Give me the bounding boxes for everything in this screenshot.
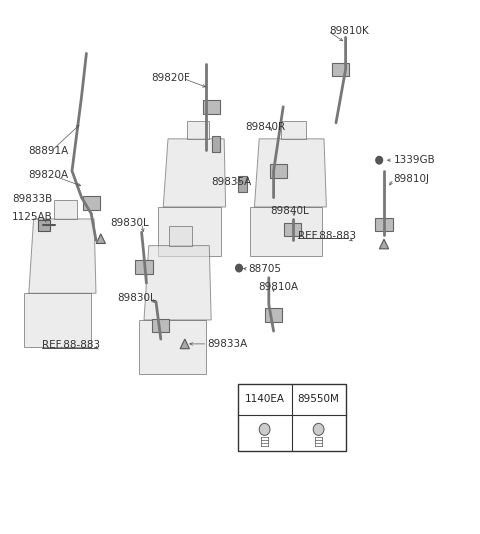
Bar [270,164,287,178]
Polygon shape [180,339,190,349]
Text: REF.88-883: REF.88-883 [42,341,100,350]
Polygon shape [24,293,91,347]
Polygon shape [163,139,226,207]
Polygon shape [187,121,208,139]
Bar [83,196,100,210]
Bar [238,384,346,451]
Text: 89820F: 89820F [151,74,190,83]
Text: 89810K: 89810K [329,26,369,36]
Polygon shape [158,207,221,256]
Bar [203,100,220,114]
Text: 89833B: 89833B [12,194,52,203]
Text: 89835A: 89835A [211,177,252,186]
Polygon shape [54,200,77,219]
Text: 89830L: 89830L [110,218,149,228]
Polygon shape [281,121,306,139]
Circle shape [376,156,383,164]
Bar [212,136,220,152]
Bar [152,319,169,333]
Text: 89830L: 89830L [118,293,156,303]
Circle shape [259,423,270,435]
Text: 89550M: 89550M [298,395,339,404]
Text: 1125AB: 1125AB [12,213,53,222]
Bar [332,62,349,76]
Bar [135,260,153,274]
Bar [375,217,393,231]
Text: 89820A: 89820A [28,170,68,180]
Polygon shape [250,207,322,256]
Text: 89840L: 89840L [270,206,309,216]
Text: 89833A: 89833A [207,339,248,349]
Polygon shape [169,226,192,246]
Text: 89810J: 89810J [394,174,430,184]
Circle shape [313,423,324,435]
Polygon shape [29,219,96,293]
Polygon shape [379,239,389,249]
Polygon shape [254,139,326,207]
Bar [238,176,247,192]
Bar [38,220,50,231]
Text: 1339GB: 1339GB [394,155,435,165]
Polygon shape [139,320,206,374]
Text: 1140EA: 1140EA [245,395,285,404]
Bar [284,223,301,237]
Text: 88891A: 88891A [28,146,68,155]
Text: 89840R: 89840R [245,122,285,132]
Text: 88705: 88705 [249,264,282,274]
Bar [265,308,282,322]
Circle shape [236,264,242,272]
Polygon shape [144,246,211,320]
Text: REF.88-883: REF.88-883 [298,231,356,241]
Polygon shape [96,234,106,244]
Text: 89810A: 89810A [258,282,299,292]
